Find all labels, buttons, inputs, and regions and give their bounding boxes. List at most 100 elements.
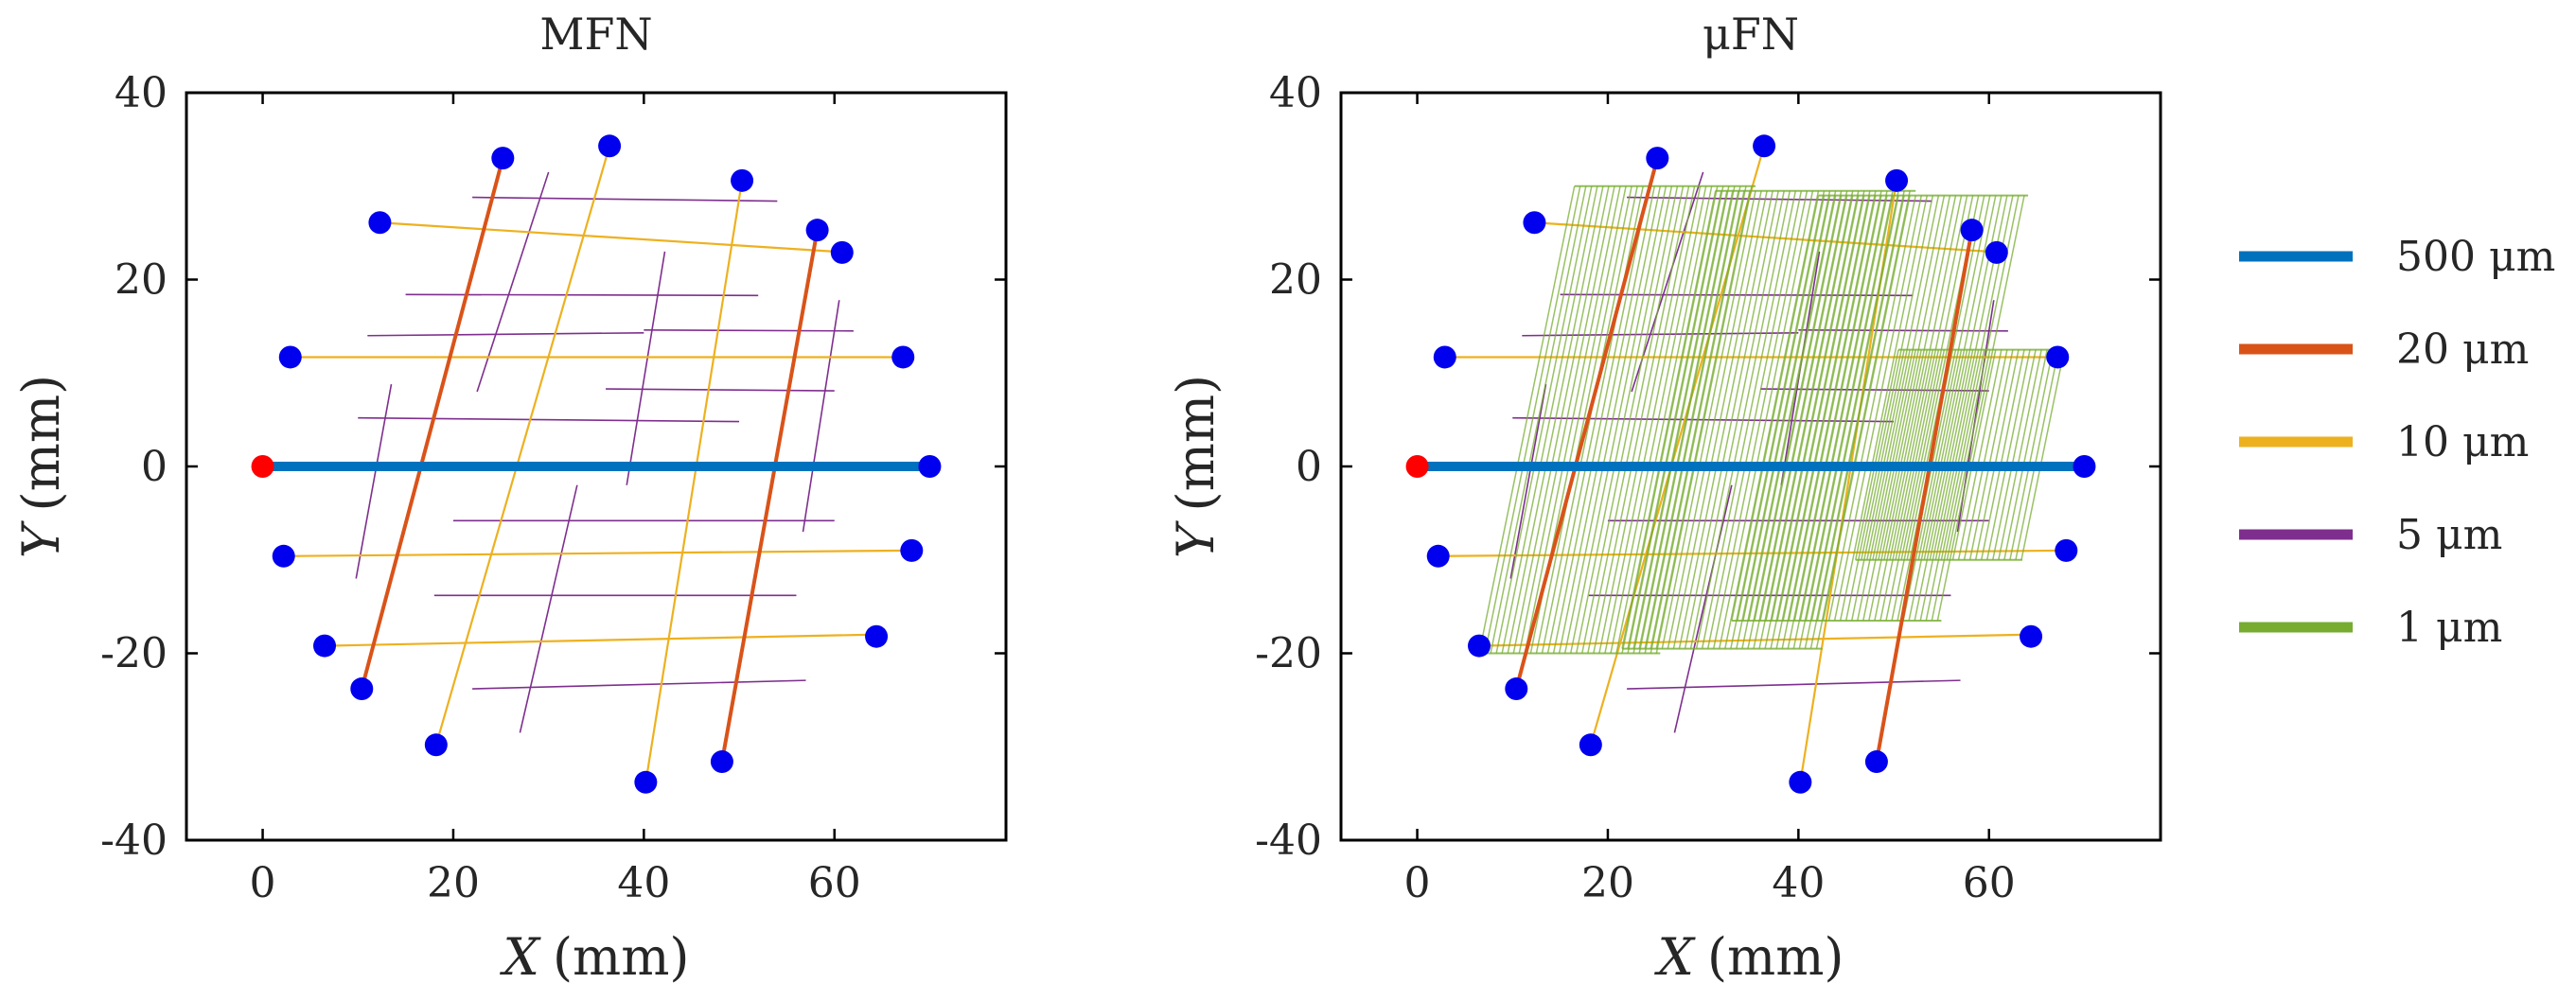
capillary-1um <box>1816 195 1905 622</box>
terminal-point <box>1468 634 1491 658</box>
terminal-point <box>2020 624 2043 648</box>
vessel-5um <box>476 171 550 393</box>
capillary-1um <box>1581 185 1679 654</box>
capillary-1um <box>1770 190 1865 649</box>
capillary-1um <box>1748 195 1837 622</box>
capillary-1um <box>1689 190 1785 649</box>
terminal-point <box>1864 750 1888 774</box>
capillary-band-1um <box>1855 348 2066 561</box>
capillary-1um <box>1621 185 1719 654</box>
terminal-point <box>830 240 854 264</box>
capillary-1um <box>1546 185 1644 654</box>
capillary-1um <box>1992 349 2037 560</box>
vessel-10um <box>1534 221 1989 253</box>
capillary-1um <box>1563 185 1662 654</box>
capillary-1um <box>1730 190 1826 649</box>
capillary-1um <box>1598 185 1696 654</box>
capillary-1um <box>1872 349 1916 560</box>
capillary-1um <box>1759 195 1848 622</box>
capillary-1um <box>1919 195 2008 622</box>
capillary-1um <box>1799 195 1888 622</box>
capillary-1um <box>2003 349 2048 560</box>
terminal-point <box>634 770 658 794</box>
x-axis-label: X (mm) <box>1654 927 1844 987</box>
y-tick-label: 20 <box>1269 256 1322 305</box>
capillary-1um <box>1851 195 1940 622</box>
capillary-1um <box>1638 185 1736 654</box>
capillary-1um <box>1765 195 1854 622</box>
y-tick-label: 40 <box>115 69 168 117</box>
capillary-1um <box>1934 349 1980 560</box>
vessel-5um <box>1673 484 1733 733</box>
vessel-5um <box>367 331 644 337</box>
vessel-20um <box>719 229 820 763</box>
terminal-point <box>2073 455 2096 478</box>
y-tick-label: 0 <box>141 443 168 491</box>
legend-item-um1: 1 μm <box>2239 604 2502 652</box>
capillary-1um <box>1569 185 1667 654</box>
legend-item-um5: 5 μm <box>2239 511 2502 559</box>
capillary-1um <box>1855 349 1899 560</box>
capillary-1um <box>1874 195 1963 622</box>
capillary-band-1um <box>1621 189 1916 650</box>
capillary-1um <box>1885 195 1974 622</box>
capillary-1um <box>1701 190 1797 649</box>
capillary-1um <box>1889 349 1934 560</box>
capillary-1um <box>1512 185 1610 654</box>
capillary-1um <box>1741 190 1837 649</box>
capillary-1um <box>1936 195 2025 622</box>
y-axis-label: Y (mm) <box>11 375 71 558</box>
capillary-1um <box>1495 185 1593 654</box>
vessel-10um <box>1589 145 1766 746</box>
capillary-1um <box>2020 349 2066 560</box>
capillary-1um <box>1833 195 1922 622</box>
vessel-5um <box>355 383 393 579</box>
capillary-1um <box>1810 195 1899 622</box>
capillary-1um <box>1655 185 1753 654</box>
capillary-1um <box>1552 185 1650 654</box>
legend-item-um20: 20 μm <box>2239 325 2529 374</box>
legend-label: 500 μm <box>2396 233 2555 281</box>
legend-label: 20 μm <box>2396 325 2529 374</box>
y-axis-var: Y <box>11 520 71 558</box>
terminal-point <box>918 455 942 478</box>
capillary-1um <box>1684 190 1779 649</box>
terminal-point <box>900 538 924 562</box>
vessel-20um <box>1874 229 1974 763</box>
vessel-5um <box>626 251 666 485</box>
capillary-1um <box>1998 349 2042 560</box>
capillary-1um <box>1985 349 2031 560</box>
capillary-1um <box>1861 349 1905 560</box>
capillary-1um <box>1695 190 1791 649</box>
capillary-1um <box>1895 349 1940 560</box>
capillary-1um <box>1857 195 1946 622</box>
capillary-1um <box>1925 195 2014 622</box>
capillary-1um <box>1839 195 1929 622</box>
vessel-5um <box>802 300 840 533</box>
vessel-10um <box>379 221 835 253</box>
capillary-1um <box>1883 349 1929 560</box>
capillary-1um <box>1923 349 1968 560</box>
x-tick-label: 40 <box>617 859 670 907</box>
capillary-1um <box>1929 349 1974 560</box>
plot-area <box>251 134 942 794</box>
capillary-1um <box>1478 185 1576 654</box>
x-tick-label: 60 <box>1963 859 2016 907</box>
capillary-1um <box>1792 190 1888 649</box>
capillary-1um <box>1878 349 1922 560</box>
capillary-1um <box>1764 190 1860 649</box>
legend-item-um500: 500 μm <box>2239 233 2555 281</box>
x-tick-label: 0 <box>250 859 276 907</box>
vessel-5um <box>1522 331 1799 337</box>
x-axis-var: X <box>1654 927 1697 987</box>
x-tick-label: 60 <box>808 859 861 907</box>
capillary-1um <box>1914 195 2003 622</box>
legend-label: 10 μm <box>2396 418 2529 466</box>
capillary-1um <box>1809 190 1905 649</box>
capillary-1um <box>1782 195 1871 622</box>
capillary-1um <box>1655 190 1751 649</box>
plot-area <box>1405 134 2096 794</box>
terminal-point <box>1426 544 1450 568</box>
terminal-point <box>805 219 829 242</box>
x-tick-label: 20 <box>427 859 480 907</box>
